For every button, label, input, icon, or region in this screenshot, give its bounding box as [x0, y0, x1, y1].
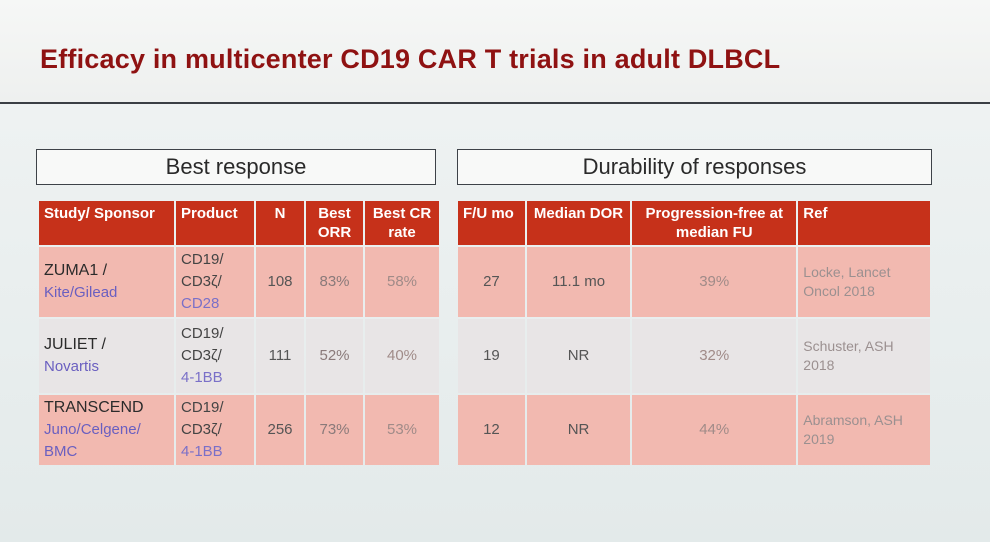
fu-cell: 27 — [458, 247, 525, 317]
col-header-dor: Median DOR — [526, 201, 631, 245]
fu-cell: 12 — [458, 395, 525, 465]
table-row: 19 NR 32% Schuster, ASH 2018 — [458, 319, 930, 393]
product-line: CD19/ — [181, 251, 224, 268]
product-cell: CD19/CD3ζ/4-1BB — [176, 395, 254, 465]
product-line: CD19/ — [181, 399, 224, 416]
sponsor-name: Kite/Gilead — [44, 284, 118, 301]
orr-cell: 83% — [306, 247, 363, 317]
product-line: CD28 — [181, 295, 220, 312]
product-line: CD3ζ/ — [181, 421, 222, 438]
table-row: 12 NR 44% Abramson, ASH 2019 — [458, 395, 930, 465]
col-header-cr: Best CR rate — [365, 201, 439, 245]
pfs-cell: 32% — [632, 319, 797, 393]
dor-cell: NR — [526, 395, 631, 465]
best-response-table: Study/ Sponsor Product N Best ORR Best C… — [37, 199, 441, 467]
product-line: 4-1BB — [181, 369, 223, 386]
table-row: 27 11.1 mo 39% Locke, Lancet Oncol 2018 — [458, 247, 930, 317]
ref-cell: Abramson, ASH 2019 — [798, 395, 930, 465]
dor-cell: NR — [526, 319, 631, 393]
table-row: TRANSCEND Juno/Celgene/ BMC CD19/CD3ζ/4-1… — [39, 395, 439, 465]
n-cell: 256 — [256, 395, 304, 465]
header-row: F/U mo Median DOR Progression-free at me… — [458, 201, 930, 245]
dor-cell: 11.1 mo — [526, 247, 631, 317]
n-cell: 108 — [256, 247, 304, 317]
study-name: JULIET / — [44, 336, 106, 353]
sponsor-name: Juno/Celgene/ BMC — [44, 421, 141, 460]
durability-table: F/U mo Median DOR Progression-free at me… — [456, 199, 932, 467]
product-cell: CD19/CD3ζ/CD28 — [176, 247, 254, 317]
col-header-fu: F/U mo — [458, 201, 525, 245]
pfs-cell: 39% — [632, 247, 797, 317]
orr-cell: 52% — [306, 319, 363, 393]
product-line: CD3ζ/ — [181, 347, 222, 364]
study-cell: TRANSCEND Juno/Celgene/ BMC — [39, 395, 174, 465]
cr-cell: 53% — [365, 395, 439, 465]
table-row: ZUMA1 / Kite/Gilead CD19/CD3ζ/CD28 108 83… — [39, 247, 439, 317]
sponsor-name: Novartis — [44, 358, 100, 375]
title-band: Efficacy in multicenter CD19 CAR T trial… — [0, 0, 990, 104]
table-row: JULIET / Novartis CD19/CD3ζ/4-1BB 111 52%… — [39, 319, 439, 393]
product-line: CD3ζ/ — [181, 273, 222, 290]
col-header-ref: Ref — [798, 201, 930, 245]
ref-cell: Locke, Lancet Oncol 2018 — [798, 247, 930, 317]
slide-title: Efficacy in multicenter CD19 CAR T trial… — [40, 44, 781, 74]
ref-cell: Schuster, ASH 2018 — [798, 319, 930, 393]
product-line: 4-1BB — [181, 443, 223, 460]
pfs-cell: 44% — [632, 395, 797, 465]
durability-heading: Durability of responses — [457, 149, 932, 185]
col-header-product: Product — [176, 201, 254, 245]
best-response-heading: Best response — [36, 149, 436, 185]
orr-cell: 73% — [306, 395, 363, 465]
product-cell: CD19/CD3ζ/4-1BB — [176, 319, 254, 393]
cr-cell: 58% — [365, 247, 439, 317]
col-header-orr: Best ORR — [306, 201, 363, 245]
col-header-pfs: Progression-free at median FU — [632, 201, 797, 245]
header-row: Study/ Sponsor Product N Best ORR Best C… — [39, 201, 439, 245]
col-header-n: N — [256, 201, 304, 245]
col-header-study: Study/ Sponsor — [39, 201, 174, 245]
cr-cell: 40% — [365, 319, 439, 393]
product-line: CD19/ — [181, 325, 224, 342]
fu-cell: 19 — [458, 319, 525, 393]
study-name: ZUMA1 / — [44, 262, 108, 279]
n-cell: 111 — [256, 319, 304, 393]
study-cell: JULIET / Novartis — [39, 319, 174, 393]
study-cell: ZUMA1 / Kite/Gilead — [39, 247, 174, 317]
study-name: TRANSCEND — [44, 399, 144, 416]
